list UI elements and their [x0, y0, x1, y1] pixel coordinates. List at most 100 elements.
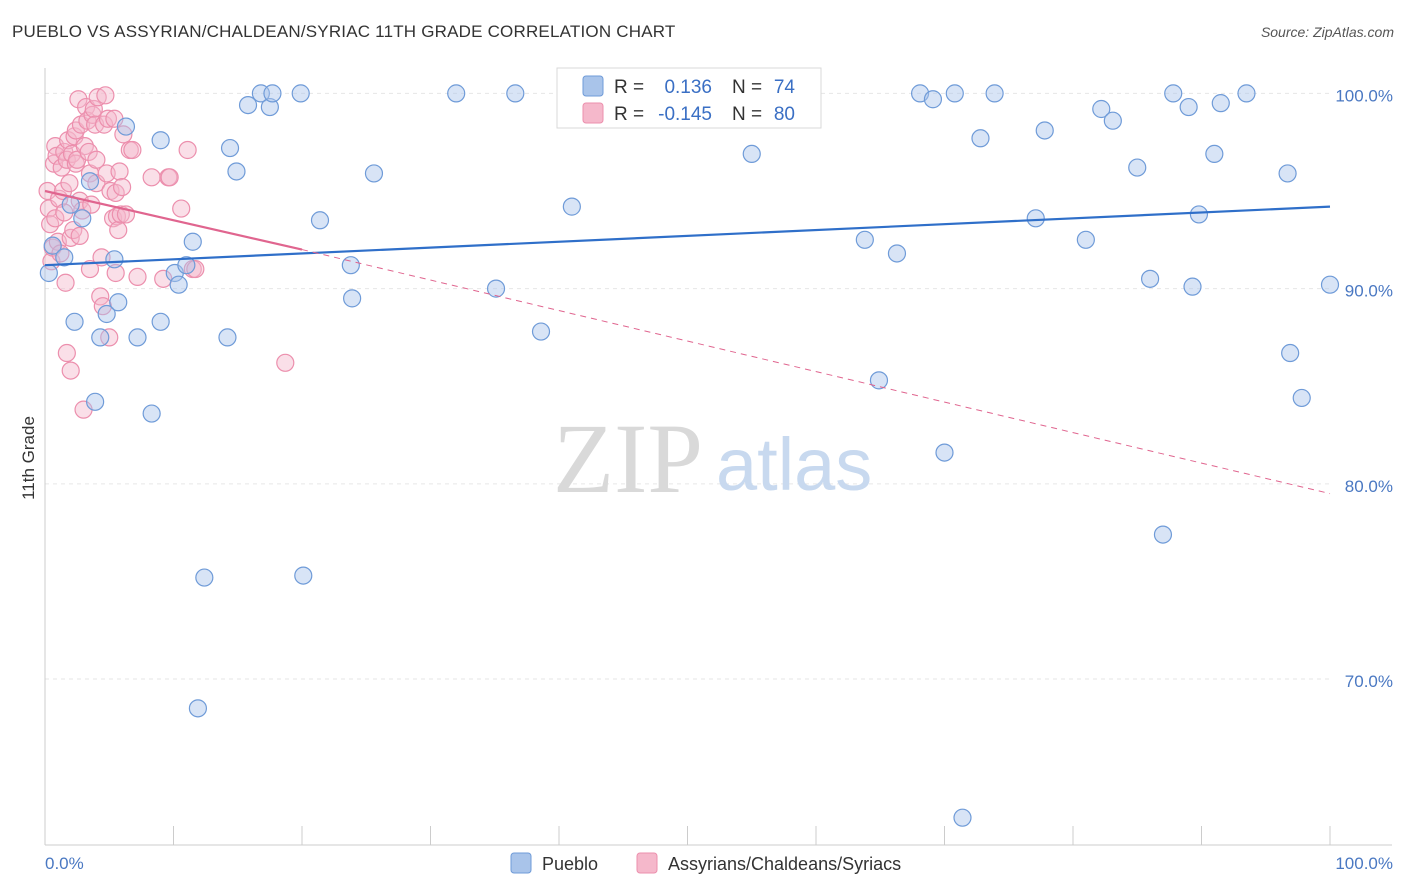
- point-pueblo-49: [935, 443, 954, 462]
- point-pueblo-11: [109, 293, 128, 312]
- point-pueblo-69: [1281, 343, 1300, 363]
- point-pueblo-64: [1189, 205, 1209, 224]
- point-assyrians-45: [87, 150, 106, 169]
- point-pueblo-10: [105, 250, 124, 269]
- point-pueblo-29: [263, 84, 282, 103]
- point-assyrians-59: [106, 263, 125, 283]
- watermark: ZIP atlas: [553, 403, 872, 514]
- point-assyrians-76: [178, 140, 197, 160]
- trend-lines: [44, 189, 1331, 495]
- trend-line-assyrians-dashed: [301, 249, 1331, 495]
- point-pueblo-36: [447, 84, 466, 103]
- point-assyrians-71: [142, 168, 161, 187]
- y-tick-label-70: 70.0%: [1345, 672, 1393, 691]
- point-pueblo-1: [43, 236, 62, 255]
- point-pueblo-55: [1076, 230, 1095, 249]
- point-pueblo-66: [1211, 94, 1230, 113]
- point-pueblo-40: [562, 197, 581, 216]
- point-pueblo-25: [227, 162, 246, 181]
- y-axis-label: 11th Grade: [19, 416, 38, 500]
- point-pueblo-28: [260, 97, 279, 117]
- point-pueblo-50: [945, 84, 964, 103]
- point-pueblo-31: [294, 566, 313, 585]
- point-pueblo-46: [887, 244, 907, 263]
- point-assyrians-79: [276, 353, 295, 372]
- point-pueblo-68: [1278, 164, 1297, 183]
- point-pueblo-20: [183, 232, 202, 251]
- x-tick-label-max: 100.0%: [1335, 854, 1393, 873]
- point-pueblo-19: [177, 256, 196, 275]
- y-tick-labels: 70.0% 80.0% 90.0% 100.0%: [1335, 86, 1393, 691]
- point-pueblo-16: [151, 312, 170, 331]
- legend-n-label-1: N =: [732, 77, 762, 98]
- legend-r-label-2: R =: [614, 104, 644, 125]
- point-assyrians-2: [41, 215, 60, 234]
- legend-n-value-2: 80: [774, 104, 795, 125]
- grid-layer: [45, 92, 1330, 680]
- point-pueblo-7: [86, 392, 105, 411]
- point-pueblo-13: [128, 328, 147, 347]
- point-pueblo-22: [195, 568, 214, 587]
- point-pueblo-56: [1092, 99, 1111, 119]
- series-assyrians-points: [38, 86, 295, 419]
- point-pueblo-34: [343, 289, 362, 308]
- bottom-legend-swatch-pueblo: [510, 852, 532, 874]
- point-assyrians-70: [128, 267, 147, 286]
- point-pueblo-45: [869, 371, 889, 390]
- point-assyrians-75: [172, 199, 191, 218]
- point-assyrians-16: [56, 273, 75, 292]
- legend-n-value-1: 74: [774, 77, 796, 98]
- point-assyrians-40: [80, 259, 100, 279]
- bottom-legend-label-assyrians: Assyrians/Chaldeans/Syriacs: [668, 854, 901, 874]
- point-assyrians-62: [109, 220, 128, 240]
- point-assyrians-33: [73, 201, 92, 220]
- point-pueblo-58: [1128, 158, 1147, 177]
- point-pueblo-9: [97, 304, 116, 324]
- point-pueblo-65: [1205, 144, 1224, 163]
- legend-swatch-assyrians: [582, 102, 604, 124]
- point-assyrians-26: [66, 121, 85, 140]
- point-pueblo-38: [506, 84, 525, 103]
- source-label: Source: ZipAtlas.com: [1260, 24, 1394, 40]
- y-tick-label-100: 100.0%: [1335, 86, 1393, 105]
- point-pueblo-39: [531, 322, 551, 341]
- point-pueblo-62: [1179, 97, 1198, 117]
- point-pueblo-57: [1103, 111, 1122, 130]
- point-assyrians-38: [79, 142, 98, 162]
- trend-line-assyrians: [44, 189, 303, 251]
- legend-r-value-2: -0.145: [658, 104, 712, 125]
- legend-box: R = 0.136 N = 74 R = -0.145 N = 80: [556, 67, 822, 129]
- point-pueblo-70: [1292, 388, 1311, 408]
- point-pueblo-14: [142, 404, 161, 423]
- point-pueblo-15: [151, 131, 170, 150]
- point-pueblo-52: [985, 84, 1004, 103]
- point-pueblo-4: [65, 312, 84, 331]
- point-pueblo-2: [55, 248, 74, 267]
- point-pueblo-6: [80, 172, 100, 191]
- point-pueblo-44: [855, 230, 874, 249]
- point-pueblo-48: [923, 90, 943, 109]
- bottom-legend-swatch-assyrians: [636, 852, 658, 874]
- point-assyrians-29: [69, 90, 88, 109]
- point-assyrians-18: [57, 343, 76, 363]
- point-pueblo-37: [486, 279, 506, 298]
- point-pueblo-53: [1026, 209, 1045, 228]
- point-assyrians-20: [60, 174, 79, 193]
- legend-r-value-1: 0.136: [664, 77, 712, 98]
- point-pueblo-0: [39, 263, 58, 283]
- point-assyrians-22: [61, 361, 80, 380]
- point-assyrians-17: [57, 150, 76, 169]
- bottom-legend-label-pueblo: Pueblo: [542, 854, 598, 874]
- watermark-atlas: atlas: [716, 423, 872, 506]
- point-pueblo-23: [218, 328, 237, 347]
- point-pueblo-8: [91, 328, 110, 347]
- point-assyrians-31: [70, 226, 89, 245]
- point-pueblo-24: [220, 138, 240, 158]
- bottom-legend: Pueblo Assyrians/Chaldeans/Syriacs: [510, 852, 901, 874]
- point-assyrians-54: [98, 109, 118, 128]
- point-assyrians-65: [112, 177, 132, 197]
- point-pueblo-12: [116, 117, 136, 136]
- point-pueblo-72: [953, 808, 972, 827]
- axis-layer: [44, 68, 1392, 846]
